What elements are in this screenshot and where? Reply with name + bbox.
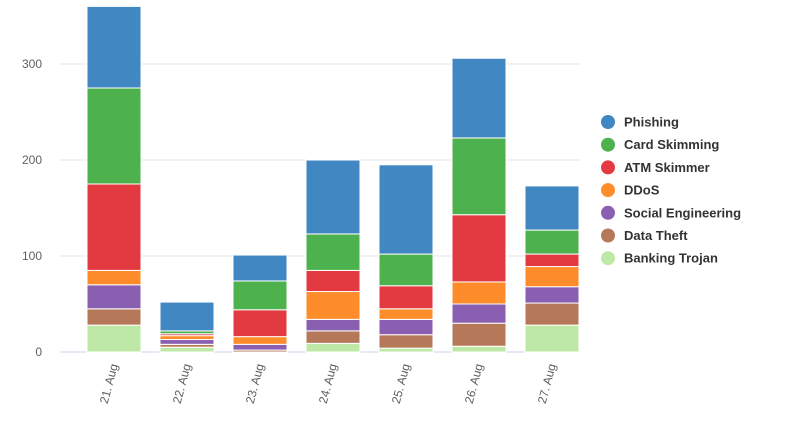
bar-segment <box>451 322 507 347</box>
legend-label: DDoS <box>624 183 660 198</box>
y-tick-label: 100 <box>22 249 42 263</box>
bar-segment <box>451 303 507 324</box>
legend-label: Data Theft <box>624 228 688 243</box>
bar-segment <box>378 285 434 310</box>
x-tick-label: 23. Aug <box>243 362 267 405</box>
bar-segment <box>305 318 361 332</box>
bar-segment <box>86 269 142 286</box>
bar-segment <box>451 345 507 353</box>
legend-label: Social Engineering <box>624 205 741 220</box>
bar-segment <box>378 318 434 336</box>
x-tick-label: 27. Aug <box>535 362 559 405</box>
bar-segment <box>524 286 580 304</box>
x-tick-label: 26. Aug <box>462 362 486 405</box>
bar-segment <box>86 284 142 310</box>
bar-segment <box>524 253 580 268</box>
bar-segment <box>232 280 288 311</box>
legend-marker <box>601 251 615 266</box>
legend-marker <box>601 160 615 175</box>
legend-label: Banking Trojan <box>624 251 718 266</box>
legend-marker <box>601 115 615 129</box>
y-tick-label: 200 <box>22 153 42 167</box>
legend-label: Card Skimming <box>624 137 719 152</box>
x-tick-label: 25. Aug <box>389 362 413 405</box>
x-tick-label: 22. Aug <box>170 362 194 405</box>
x-tick-label: 24. Aug <box>316 362 340 405</box>
legend-marker <box>601 137 615 152</box>
bar-segment <box>159 301 215 332</box>
legend-marker <box>601 228 615 243</box>
bar-segment <box>232 254 288 282</box>
y-tick-label: 0 <box>35 345 42 359</box>
bar-segment <box>232 336 288 345</box>
bar-segment <box>451 281 507 305</box>
bar-segment <box>305 159 361 235</box>
legend-label: ATM Skimmer <box>624 160 710 175</box>
bar-segment <box>159 335 215 341</box>
bar-segment <box>305 342 361 353</box>
legend: Phishing Card Skimming ATM Skimmer DDoS Soci… <box>601 115 741 266</box>
bar-segment <box>86 87 142 185</box>
bar-segment <box>159 339 215 345</box>
bar-segment <box>451 137 507 216</box>
y-tick-label: 300 <box>22 57 42 71</box>
bar-segment <box>86 324 142 353</box>
bar-segment <box>86 5 142 89</box>
bar-segment <box>378 347 434 353</box>
bar-segment <box>86 308 142 326</box>
bar-segment <box>232 343 288 351</box>
bar-segment <box>305 330 361 344</box>
y-axis-ticks: 0 100 200 300 <box>22 57 42 359</box>
legend-marker <box>601 205 615 220</box>
bar-segment <box>524 266 580 288</box>
legend-marker <box>601 183 615 198</box>
bar-segment <box>305 233 361 271</box>
bar-segment <box>86 183 142 271</box>
bar-segment <box>524 302 580 326</box>
x-axis: 21. Aug 22. Aug 23. Aug 24. Aug 25. Aug 26. A… <box>97 362 559 405</box>
bar-segment <box>159 346 215 353</box>
bar-segment <box>524 229 580 255</box>
bar-segment <box>378 308 434 320</box>
bars <box>86 5 580 353</box>
x-tick-label: 21. Aug <box>97 362 121 405</box>
bar-segment <box>378 253 434 287</box>
bar-segment <box>524 324 580 353</box>
bar-segment <box>451 57 507 139</box>
legend-label: Phishing <box>624 115 679 130</box>
bar-segment <box>378 164 434 255</box>
bar-segment <box>378 334 434 349</box>
bar-segment <box>232 309 288 338</box>
bar-segment <box>524 185 580 231</box>
bar-segment <box>305 291 361 320</box>
bar-segment <box>451 214 507 283</box>
bar-segment <box>305 269 361 293</box>
